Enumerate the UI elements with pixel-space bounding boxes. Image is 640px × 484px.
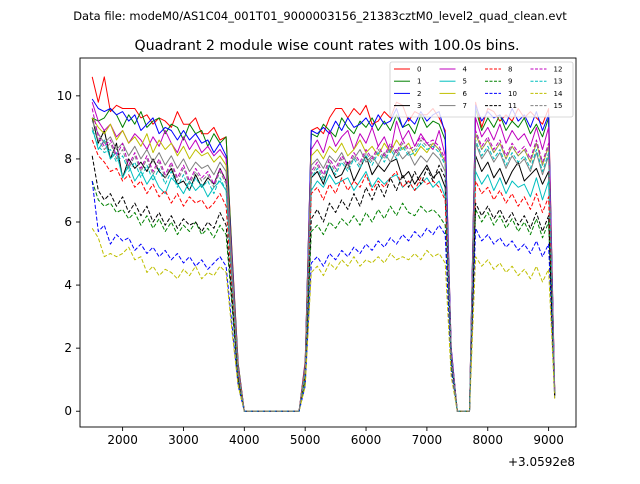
legend-label-4: 4 — [463, 66, 468, 74]
x-tick-label: 6000 — [351, 433, 382, 447]
x-tick-label: 2000 — [107, 433, 138, 447]
legend-label-9: 9 — [508, 78, 512, 86]
x-tick-label: 3000 — [168, 433, 199, 447]
legend-label-5: 5 — [463, 78, 467, 86]
plot-area: 2000 3000 4000 5000 6000 7000 8000 9000 0 2 4 6 8 10 0… — [57, 57, 577, 447]
x-tick-label: 4000 — [229, 433, 260, 447]
y-tick-label: 0 — [64, 404, 72, 418]
x-tick-label: 7000 — [412, 433, 443, 447]
y-tick-label: 4 — [64, 278, 72, 292]
x-tick-label: 9000 — [533, 433, 564, 447]
x-tick-label: 8000 — [472, 433, 503, 447]
y-tick-label: 6 — [64, 215, 72, 229]
legend-label-7: 7 — [463, 102, 467, 110]
legend-label-8: 8 — [508, 66, 512, 74]
series-line-11 — [91, 155, 556, 412]
figure-suptitle: Data file: modeM0/AS1C04_001T01_90000031… — [73, 9, 567, 23]
x-offset-label: +3.0592e8 — [508, 455, 575, 469]
y-tick-label: 10 — [57, 89, 72, 103]
legend-label-14: 14 — [554, 90, 563, 98]
legend-label-2: 2 — [417, 90, 421, 98]
series-line-10 — [91, 180, 556, 412]
series-group — [91, 76, 556, 412]
legend-label-10: 10 — [508, 90, 517, 98]
legend-label-15: 15 — [554, 102, 563, 110]
series-line-4 — [91, 102, 556, 412]
series-line-15 — [91, 127, 556, 412]
legend-label-13: 13 — [554, 78, 563, 86]
series-line-13 — [91, 130, 556, 412]
legend-label-6: 6 — [463, 90, 468, 98]
y-tick-label: 8 — [64, 152, 72, 166]
series-line-9 — [91, 180, 556, 412]
series-line-3 — [91, 117, 556, 412]
series-line-7 — [91, 120, 556, 412]
series-line-12 — [91, 108, 556, 412]
legend-label-11: 11 — [508, 102, 517, 110]
series-line-5 — [91, 127, 556, 412]
y-tick-label: 2 — [64, 341, 72, 355]
x-tick-label: 5000 — [290, 433, 321, 447]
legend-label-0: 0 — [417, 66, 421, 74]
legend-label-3: 3 — [417, 102, 421, 110]
chart-title: Quadrant 2 module wise count rates with … — [134, 38, 519, 54]
series-line-8 — [91, 139, 556, 412]
axes-frame — [79, 57, 577, 428]
legend-frame — [389, 61, 574, 118]
legend-label-1: 1 — [417, 78, 421, 86]
series-line-2 — [91, 98, 556, 412]
series-line-6 — [91, 117, 556, 412]
legend-label-12: 12 — [554, 66, 563, 74]
series-line-14 — [91, 228, 556, 412]
